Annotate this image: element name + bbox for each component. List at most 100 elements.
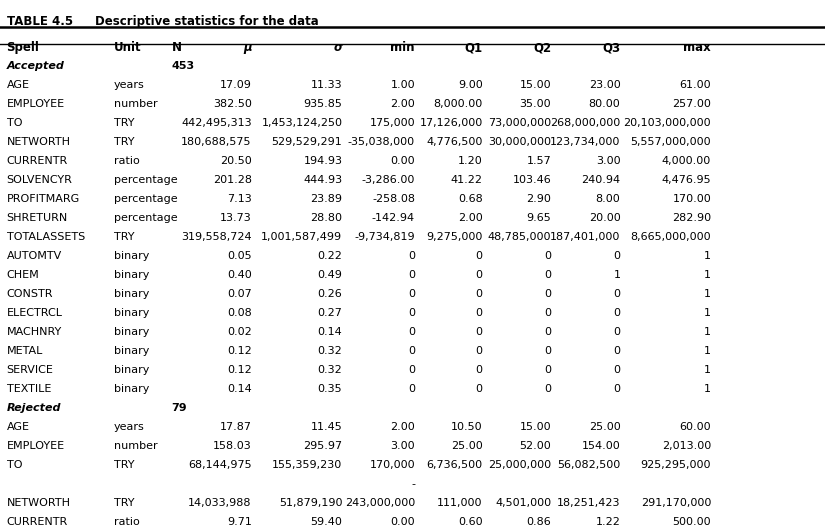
Text: 8,665,000,000: 8,665,000,000 xyxy=(630,232,711,242)
Text: 20,103,000,000: 20,103,000,000 xyxy=(624,118,711,128)
Text: 240.94: 240.94 xyxy=(582,175,620,185)
Text: number: number xyxy=(114,99,158,109)
Text: 0.12: 0.12 xyxy=(227,346,252,356)
Text: years: years xyxy=(114,422,144,432)
Text: 0: 0 xyxy=(544,346,551,356)
Text: 0: 0 xyxy=(408,346,415,356)
Text: 18,251,423: 18,251,423 xyxy=(557,498,620,508)
Text: 4,476.95: 4,476.95 xyxy=(662,175,711,185)
Text: 0: 0 xyxy=(476,365,483,375)
Text: Rejected: Rejected xyxy=(7,403,61,413)
Text: 0: 0 xyxy=(544,365,551,375)
Text: 0: 0 xyxy=(476,270,483,280)
Text: ratio: ratio xyxy=(114,156,139,166)
Text: Q2: Q2 xyxy=(533,41,551,54)
Text: 3.00: 3.00 xyxy=(596,156,620,166)
Text: 1.20: 1.20 xyxy=(458,156,483,166)
Text: 23.89: 23.89 xyxy=(310,194,342,204)
Text: EMPLOYEE: EMPLOYEE xyxy=(7,441,64,451)
Text: 0: 0 xyxy=(476,308,483,318)
Text: 170.00: 170.00 xyxy=(672,194,711,204)
Text: 41.22: 41.22 xyxy=(450,175,483,185)
Text: AGE: AGE xyxy=(7,80,30,90)
Text: -3,286.00: -3,286.00 xyxy=(361,175,415,185)
Text: TO: TO xyxy=(7,460,22,470)
Text: 3.00: 3.00 xyxy=(390,441,415,451)
Text: 11.33: 11.33 xyxy=(311,80,342,90)
Text: 187,401,000: 187,401,000 xyxy=(550,232,620,242)
Text: binary: binary xyxy=(114,327,149,337)
Text: Descriptive statistics for the data: Descriptive statistics for the data xyxy=(95,15,318,28)
Text: 80.00: 80.00 xyxy=(589,99,620,109)
Text: CHEM: CHEM xyxy=(7,270,40,280)
Text: 0: 0 xyxy=(614,308,620,318)
Text: 14,033,988: 14,033,988 xyxy=(188,498,252,508)
Text: 1: 1 xyxy=(705,289,711,299)
Text: 0.07: 0.07 xyxy=(227,289,252,299)
Text: 180,688,575: 180,688,575 xyxy=(182,137,252,147)
Text: 1: 1 xyxy=(614,270,620,280)
Text: 154.00: 154.00 xyxy=(582,441,620,451)
Text: 529,529,291: 529,529,291 xyxy=(271,137,342,147)
Text: 1: 1 xyxy=(705,384,711,394)
Text: TRY: TRY xyxy=(114,137,134,147)
Text: MACHNRY: MACHNRY xyxy=(7,327,62,337)
Text: NETWORTH: NETWORTH xyxy=(7,498,71,508)
Text: CURRENTR: CURRENTR xyxy=(7,517,68,527)
Text: 0.68: 0.68 xyxy=(458,194,483,204)
Text: 17.09: 17.09 xyxy=(219,80,252,90)
Text: percentage: percentage xyxy=(114,175,177,185)
Text: -9,734,819: -9,734,819 xyxy=(355,232,415,242)
Text: 111,000: 111,000 xyxy=(437,498,483,508)
Text: 0: 0 xyxy=(408,251,415,261)
Text: METAL: METAL xyxy=(7,346,43,356)
Text: 0: 0 xyxy=(476,384,483,394)
Text: 0.32: 0.32 xyxy=(318,346,342,356)
Text: AUTOMTV: AUTOMTV xyxy=(7,251,62,261)
Text: 319,558,724: 319,558,724 xyxy=(181,232,252,242)
Text: 5,557,000,000: 5,557,000,000 xyxy=(630,137,711,147)
Text: Q1: Q1 xyxy=(464,41,483,54)
Text: 51,879,190: 51,879,190 xyxy=(279,498,342,508)
Text: 2.00: 2.00 xyxy=(390,422,415,432)
Text: 444.93: 444.93 xyxy=(304,175,342,185)
Text: 2.00: 2.00 xyxy=(458,213,483,223)
Text: N: N xyxy=(172,41,182,54)
Text: 0.14: 0.14 xyxy=(227,384,252,394)
Text: 2,013.00: 2,013.00 xyxy=(662,441,711,451)
Text: 453: 453 xyxy=(172,61,195,71)
Text: EMPLOYEE: EMPLOYEE xyxy=(7,99,64,109)
Text: 20.50: 20.50 xyxy=(220,156,252,166)
Text: 2.00: 2.00 xyxy=(390,99,415,109)
Text: 17,126,000: 17,126,000 xyxy=(419,118,483,128)
Text: 59.40: 59.40 xyxy=(310,517,342,527)
Text: 0.49: 0.49 xyxy=(318,270,342,280)
Text: 0.14: 0.14 xyxy=(318,327,342,337)
Text: 0: 0 xyxy=(408,270,415,280)
Text: 13.73: 13.73 xyxy=(220,213,252,223)
Text: percentage: percentage xyxy=(114,194,177,204)
Text: -258.08: -258.08 xyxy=(372,194,415,204)
Text: -35,038,000: -35,038,000 xyxy=(348,137,415,147)
Text: 0.35: 0.35 xyxy=(318,384,342,394)
Text: min: min xyxy=(390,41,415,54)
Text: TABLE 4.5: TABLE 4.5 xyxy=(7,15,73,28)
Text: 0: 0 xyxy=(408,289,415,299)
Text: 25.00: 25.00 xyxy=(451,441,483,451)
Text: Q3: Q3 xyxy=(602,41,620,54)
Text: 61.00: 61.00 xyxy=(680,80,711,90)
Text: 1,453,124,250: 1,453,124,250 xyxy=(262,118,342,128)
Text: 1: 1 xyxy=(705,365,711,375)
Text: 28.80: 28.80 xyxy=(310,213,342,223)
Text: 0: 0 xyxy=(614,384,620,394)
Text: 0.12: 0.12 xyxy=(227,365,252,375)
Text: 1.57: 1.57 xyxy=(526,156,551,166)
Text: 9.71: 9.71 xyxy=(227,517,252,527)
Text: 8,000.00: 8,000.00 xyxy=(433,99,483,109)
Text: 0.26: 0.26 xyxy=(318,289,342,299)
Text: TRY: TRY xyxy=(114,118,134,128)
Text: SHRETURN: SHRETURN xyxy=(7,213,68,223)
Text: 11.45: 11.45 xyxy=(311,422,342,432)
Text: 30,000,000: 30,000,000 xyxy=(488,137,551,147)
Text: 4,501,000: 4,501,000 xyxy=(495,498,551,508)
